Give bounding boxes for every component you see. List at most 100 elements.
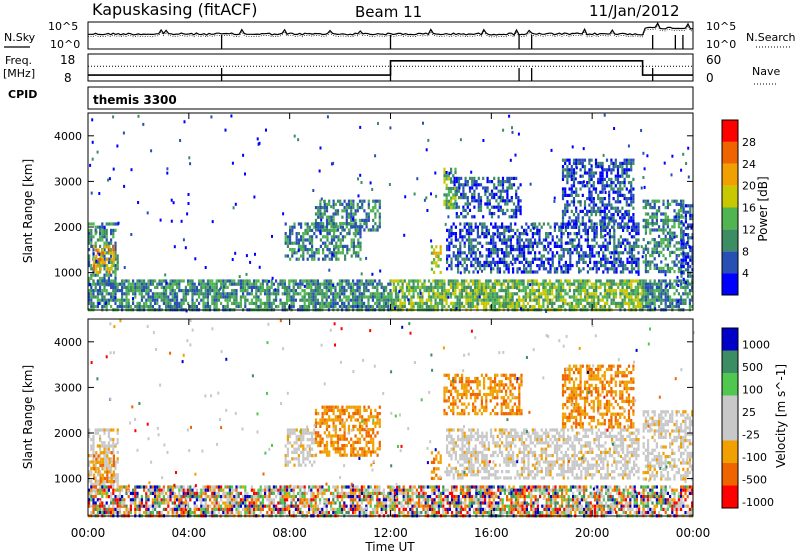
velocity-colorbar-swatch (722, 395, 738, 418)
x-tick-label: 00:00 (71, 526, 106, 540)
count-tick-low-right: 10^0 (706, 38, 736, 51)
x-tick-label: 20:00 (575, 526, 610, 540)
sparse-scatter (90, 319, 695, 519)
nave-tick-high: 60 (706, 53, 721, 67)
x-tick-label: 16:00 (474, 526, 509, 540)
power-colorbar-swatch (722, 229, 738, 252)
x-tick-label: 00:00 (676, 526, 711, 540)
scatter-region (446, 222, 640, 274)
cpid-label: CPID (8, 88, 37, 101)
y-tick-label: 4000 (54, 336, 82, 349)
power-ylabel: Slant Range [km] (21, 159, 35, 263)
power-colorbar-swatch (722, 185, 738, 208)
velocity-colorbar-tick: -1000 (742, 496, 774, 509)
y-tick-label: 1000 (54, 267, 82, 280)
velocity-colorbar-tick: -25 (742, 428, 760, 441)
noise-panel: N.Sky 10^5 10^0 10^5 10^0 N.Search (4, 20, 796, 51)
velocity-cells (88, 319, 695, 519)
power-colorbar-tick: 16 (742, 202, 756, 215)
velocity-colorbar: 1000 500 100 25 -25 -100 -500 -1000 (721, 327, 774, 509)
velocity-colorbar-tick: -500 (742, 473, 767, 486)
power-colorbar-swatch (722, 207, 738, 230)
scatter-region (443, 373, 523, 416)
beam-title: Beam 11 (355, 3, 422, 21)
scatter-region (88, 485, 645, 518)
power-colorbar-tick: 12 (742, 223, 756, 236)
velocity-colorbar-swatch (722, 463, 738, 486)
power-panel: 1000 2000 3000 4000 Slant Range [km] (21, 112, 694, 313)
power-colorbar-tick: 24 (742, 158, 756, 171)
scatter-region (88, 279, 392, 312)
power-colorbar-swatch (722, 251, 738, 274)
velocity-colorbar-tick: 100 (742, 383, 763, 396)
power-y-ticks: 1000 2000 3000 4000 (54, 113, 694, 310)
power-colorbar: 4 8 12 16 20 24 28 (721, 119, 756, 296)
power-colorbar-swatch (722, 163, 738, 186)
velocity-colorbar-swatch (722, 373, 738, 396)
nave-tick-low: 0 (706, 71, 714, 85)
scatter-region (93, 451, 115, 484)
freq-label-line-1: Freq. (5, 54, 32, 67)
velocity-ylabel: Slant Range [km] (21, 365, 35, 469)
velocity-colorbar-swatch (722, 328, 738, 351)
freq-label-line-2: [MHz] (3, 67, 35, 80)
y-tick-label: 3000 (54, 381, 82, 394)
nave-label: Nave (752, 65, 780, 78)
power-colorbar-tick: 4 (742, 267, 749, 280)
power-cells (88, 113, 694, 313)
scatter-region (390, 279, 644, 312)
nsky-label: N.Sky (4, 31, 36, 44)
scatter-region (642, 410, 694, 481)
frequency-panel: Freq. [MHz] 18 8 60 0 Nave CPID (3, 53, 780, 101)
scatter-region (314, 199, 381, 232)
freq-tick-low: 8 (64, 71, 72, 85)
velocity-colorbar-swatch (722, 485, 738, 508)
velocity-colorbar-swatch (722, 440, 738, 463)
nsearch-label: N.Search (746, 31, 796, 44)
date-title: 11/Jan/2012 (589, 2, 680, 20)
time-xlabel: Time UT (364, 540, 415, 554)
power-colorbar-tick: 20 (742, 180, 756, 193)
station-title: Kapuskasing (fitACF) (92, 0, 257, 19)
power-colorbar-swatch (722, 273, 738, 295)
sparse-scatter (88, 113, 693, 313)
count-tick-high-left: 10^5 (48, 20, 78, 33)
scatter-region (642, 199, 685, 274)
velocity-colorbar-swatch (722, 418, 738, 441)
x-tick-label: 04:00 (172, 526, 207, 540)
y-tick-label: 2000 (54, 427, 82, 440)
power-colorbar-frame (721, 119, 739, 296)
y-tick-label: 2000 (54, 221, 82, 234)
power-colorbar-swatch (722, 120, 738, 142)
velocity-colorbar-tick: 500 (742, 361, 763, 374)
y-tick-label: 4000 (54, 130, 82, 143)
count-tick-high-right: 10^5 (706, 20, 736, 33)
scatter-region (561, 364, 635, 429)
scatter-region (93, 245, 115, 274)
velocity-colorbar-tick: 25 (742, 406, 756, 419)
freq-tick-high: 18 (60, 53, 75, 67)
scatter-region (446, 428, 640, 480)
scatter-region (642, 485, 694, 518)
frequency-line (88, 60, 693, 76)
count-tick-low-left: 10^0 (50, 38, 80, 51)
time-x-ticks: 00:00 04:00 08:00 12:00 16:00 20:00 00:00 (71, 526, 711, 540)
velocity-colorbar-swatch (722, 350, 738, 373)
y-tick-label: 3000 (54, 175, 82, 188)
power-colorbar-label: Power [dB] (756, 176, 770, 241)
scatter-region (314, 405, 381, 457)
velocity-colorbar-tick: -100 (742, 451, 767, 464)
scatter-region (430, 245, 442, 274)
scatter-region (680, 204, 694, 285)
power-colorbar-tick: 8 (742, 245, 749, 258)
scatter-region (453, 176, 522, 219)
velocity-colorbar-frame (721, 327, 739, 509)
power-colorbar-swatch (722, 141, 738, 164)
noise-line-secondary (88, 24, 694, 38)
cpid-panel (87, 86, 694, 110)
velocity-panel: 1000 2000 3000 4000 00:00 04:00 08:00 12:00 16:… (21, 318, 711, 554)
power-colorbar-tick: 28 (742, 136, 756, 149)
scatter-region (561, 158, 635, 229)
velocity-y-ticks: 1000 2000 3000 4000 (54, 319, 694, 516)
